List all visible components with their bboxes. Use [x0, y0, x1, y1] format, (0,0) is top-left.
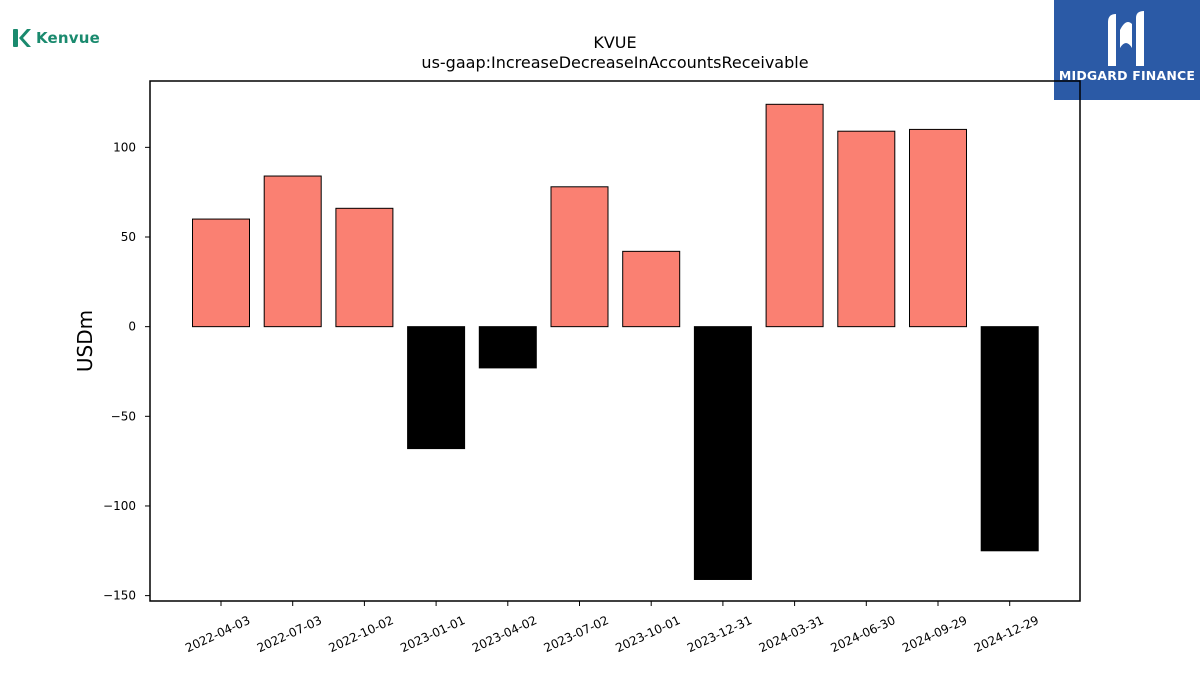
y-tick-label: 100 [113, 140, 136, 154]
plot-frame [149, 80, 1081, 602]
midgard-finance-logo: MIDGARD FINANCE [1054, 0, 1200, 100]
bar-2022-04-03 [192, 218, 250, 328]
bar-2022-07-03 [263, 175, 322, 328]
x-tick-label: 2024-06-30 [828, 613, 897, 655]
x-tick-label: 2022-04-03 [183, 613, 252, 655]
bar-2023-04-02 [478, 326, 537, 369]
bar-2024-12-29 [980, 326, 1039, 552]
x-tick-label: 2023-01-01 [398, 613, 467, 655]
y-tick-label: −150 [103, 589, 136, 603]
y-tick-label: −100 [103, 499, 136, 513]
y-tick-label: 50 [121, 230, 136, 244]
x-ticks: 2022-04-03 2022-07-03 2022-10-02 2023-01-01… [183, 601, 1041, 655]
x-tick-label: 2023-12-31 [685, 613, 754, 655]
bars-layer [192, 103, 1039, 580]
bar-2023-10-01 [622, 250, 681, 328]
kenvue-wordmark: Kenvue [36, 29, 101, 47]
kenvue-logo: Kenvue [12, 28, 100, 48]
x-tick-label: 2022-10-02 [327, 613, 396, 655]
x-tick-label: 2022-07-03 [255, 613, 324, 655]
y-ticks: −150 −100 −50 0 50 100 [103, 140, 150, 603]
bar-2024-03-31 [765, 103, 824, 328]
midgard-brand-text: MIDGARD FINANCE [1058, 68, 1196, 83]
bar-2023-01-01 [407, 326, 466, 450]
bar-2024-09-29 [909, 128, 967, 328]
y-tick-label: −50 [111, 409, 136, 423]
x-tick-label: 2024-12-29 [972, 613, 1041, 655]
chart-title: KVUE [593, 33, 636, 52]
y-axis-label: USDm [73, 310, 97, 372]
x-tick-label: 2024-09-29 [900, 613, 969, 655]
chart-subtitle: us-gaap:IncreaseDecreaseInAccountsReceiv… [421, 53, 808, 72]
bar-2023-12-31 [693, 326, 752, 580]
bar-2023-07-02 [550, 186, 609, 328]
bar-2024-06-30 [837, 130, 896, 328]
midgard-m-icon [1108, 11, 1144, 66]
kenvue-k-icon [13, 29, 31, 47]
bar-2022-10-02 [335, 207, 394, 328]
x-tick-label: 2023-04-02 [470, 613, 539, 655]
x-tick-label: 2024-03-31 [757, 613, 826, 655]
y-tick-label: 0 [128, 320, 136, 334]
x-tick-label: 2023-10-01 [613, 613, 682, 655]
x-tick-label: 2023-07-02 [542, 613, 611, 655]
